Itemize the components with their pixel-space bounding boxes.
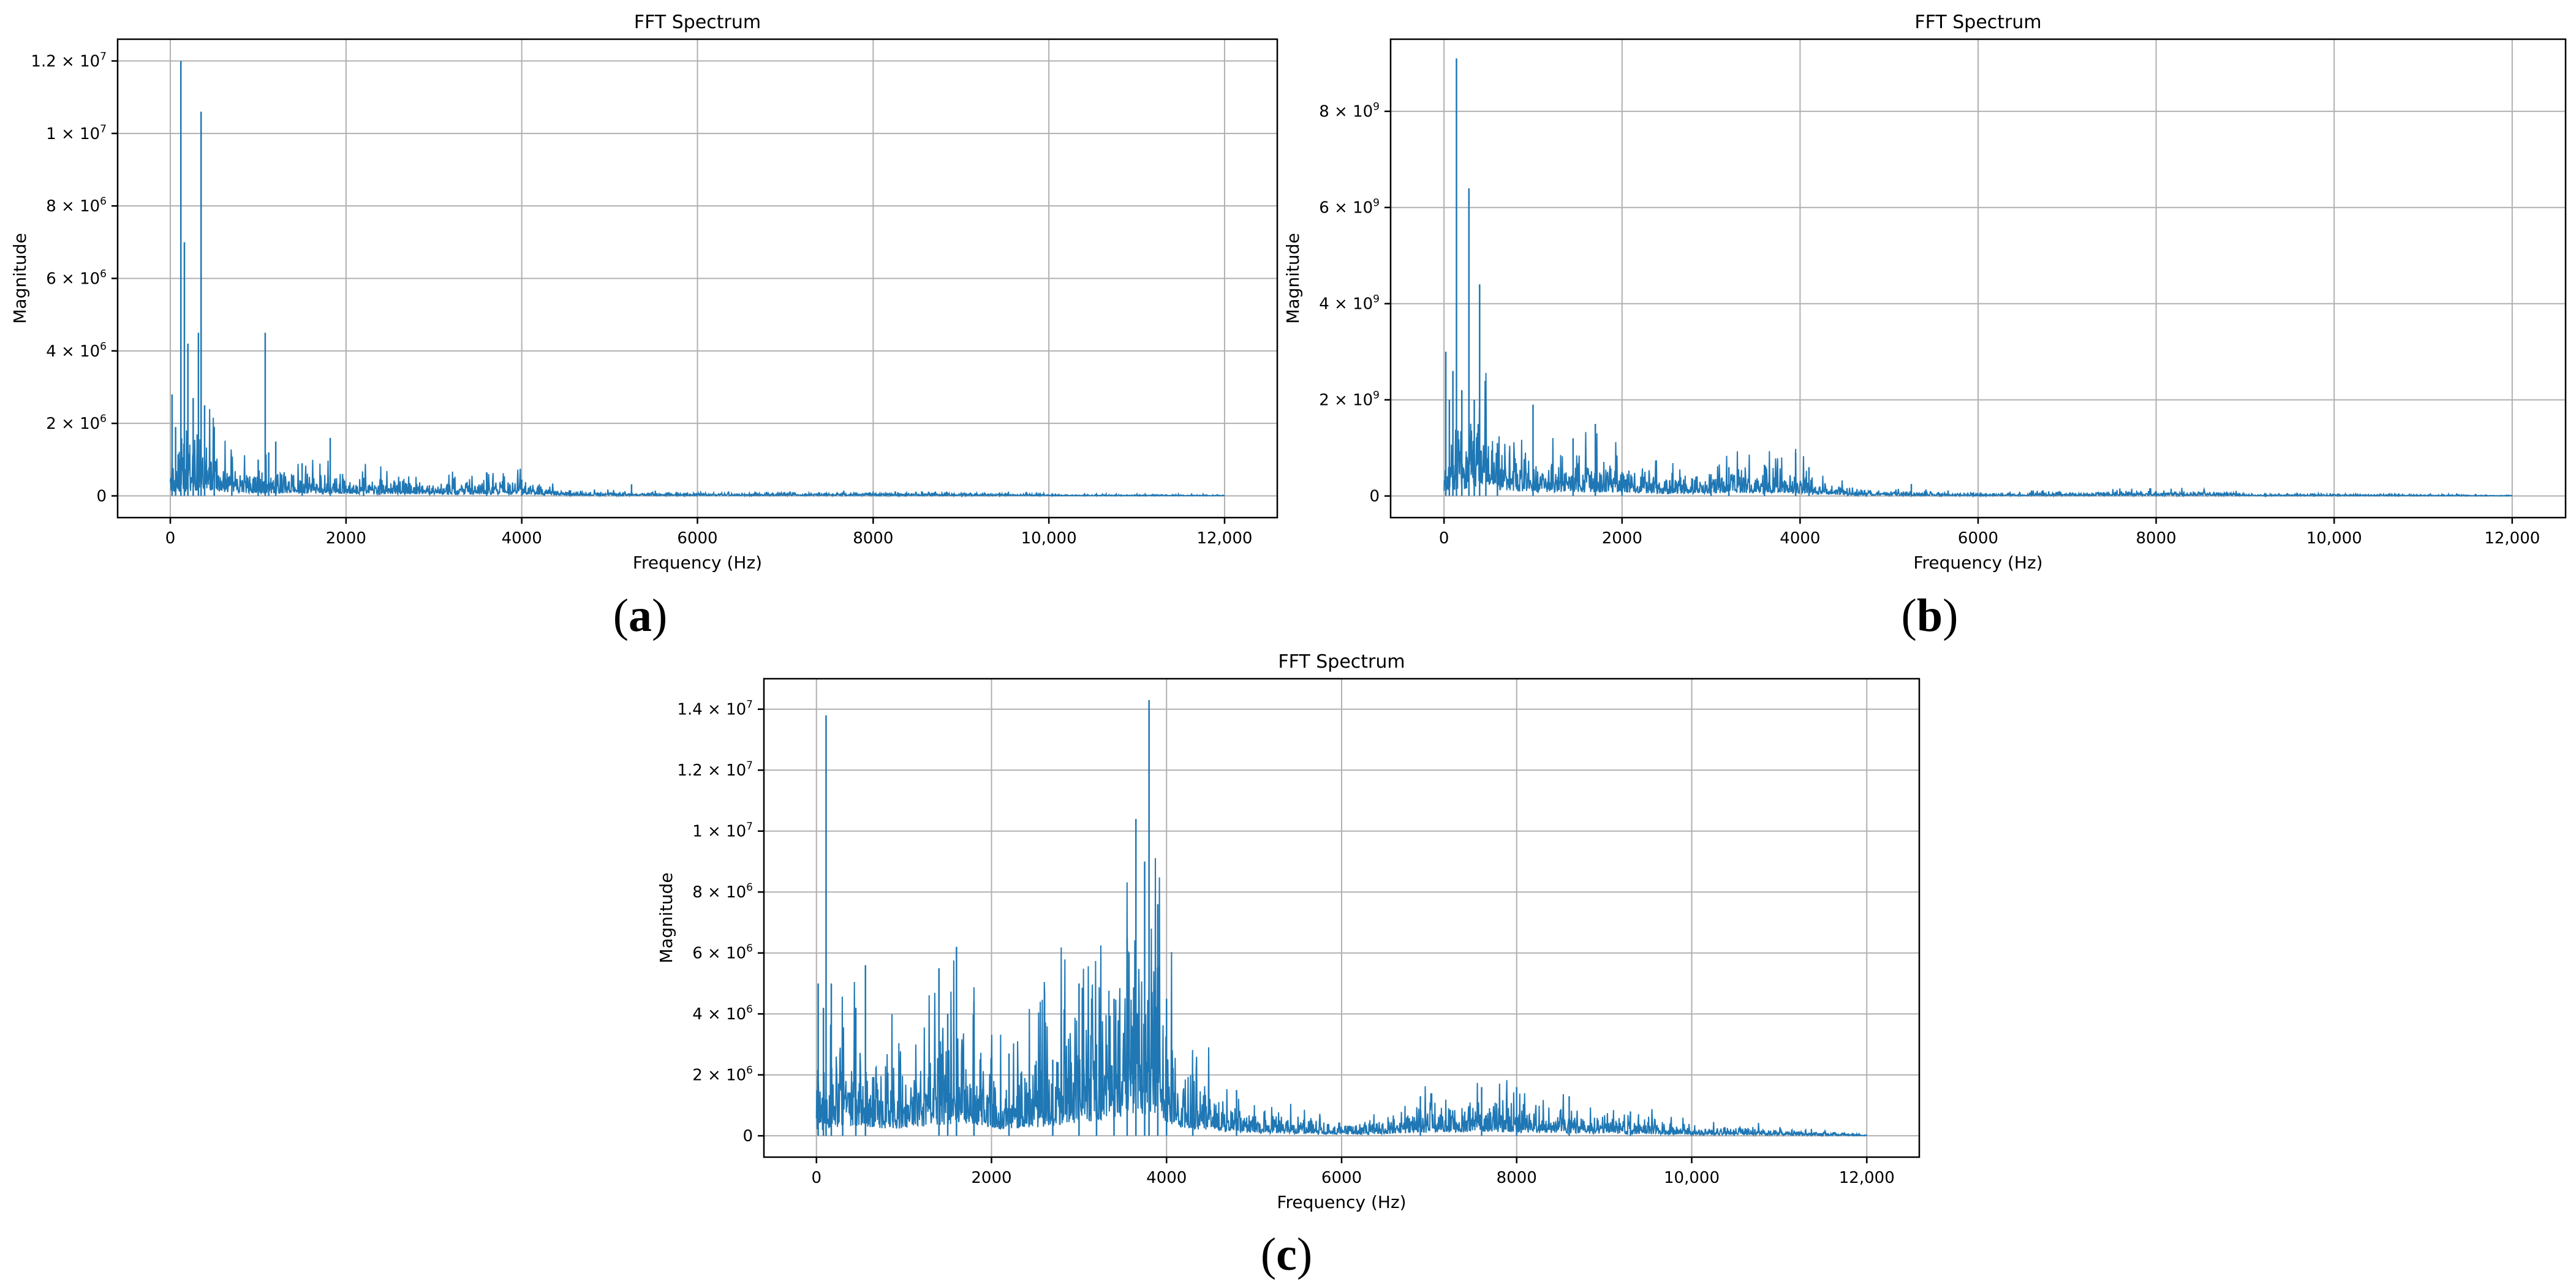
x-axis-label: Frequency (Hz) [1913,553,2042,573]
chart-panel-a: 0 2000 4000 6000 8000 10,000 12,000 0 2 × 106 4 ×… [10,12,1279,641]
x-tick-label: 12,000 [1839,1169,1895,1187]
x-tick-label: 4000 [1146,1169,1187,1187]
y-tick-label: 0 [96,488,107,506]
x-tick-label: 2000 [326,529,366,548]
x-tick-label: 4000 [1780,529,1820,548]
x-tick-label: 10,000 [1021,529,1077,548]
y-tick-label: 1.2 × 107 [31,51,107,71]
chart-title: FFT Spectrum [1914,12,2041,33]
panel-caption: (b) [1902,590,1958,641]
x-tick-label: 0 [1439,529,1449,548]
x-tick-label: 6000 [1958,529,1998,548]
y-tick-label: 0 [742,1127,753,1145]
x-tick-label: 12,000 [2484,529,2540,548]
y-tick-label: 0 [1369,488,1380,506]
y-tick-label: 2 × 106 [692,1065,753,1085]
chart-title: FFT Spectrum [1278,651,1405,673]
y-tick-label: 6 × 106 [46,268,107,289]
y-tick-label: 2 × 106 [46,413,107,433]
y-tick-label: 1.2 × 107 [677,760,753,780]
x-tick-label: 10,000 [2306,529,2362,548]
x-tick-label: 8000 [1497,1169,1537,1187]
y-axis-label: Magnitude [10,233,30,323]
x-tick-label: 2000 [971,1169,1011,1187]
y-tick-label: 1 × 107 [46,123,107,143]
y-axis-label: Magnitude [656,872,676,963]
y-tick-label: 4 × 106 [692,1003,753,1024]
x-axis-label: Frequency (Hz) [633,553,762,573]
y-axis-label: Magnitude [1283,233,1303,323]
panel-caption: (c) [1261,1229,1312,1280]
x-tick-label: 4000 [502,529,542,548]
y-tick-label: 2 × 109 [1319,390,1380,410]
y-tick-label: 1 × 107 [692,821,753,841]
y-tick-label: 1.4 × 107 [677,699,753,719]
x-tick-label: 0 [165,529,176,548]
chart-title: FFT Spectrum [634,12,761,33]
y-tick-label: 8 × 109 [1319,101,1380,121]
y-tick-label: 4 × 109 [1319,293,1380,314]
x-tick-label: 2000 [1602,529,1642,548]
y-tick-label: 8 × 106 [692,881,753,902]
y-tick-label: 4 × 106 [46,341,107,361]
x-tick-label: 12,000 [1196,529,1252,548]
x-axis-label: Frequency (Hz) [1277,1192,1406,1212]
x-tick-label: 6000 [677,529,717,548]
x-tick-label: 6000 [1321,1169,1362,1187]
x-tick-label: 0 [811,1169,822,1187]
spectrum-series-line [815,858,1868,1138]
y-tick-label: 6 × 109 [1319,197,1380,217]
y-tick-label: 8 × 106 [46,195,107,216]
x-tick-label: 10,000 [1664,1169,1720,1187]
x-tick-label: 8000 [2136,529,2177,548]
x-tick-label: 8000 [853,529,893,548]
chart-panel-b: 0 2000 4000 6000 8000 10,000 12,000 0 2 × 109 4 ×… [1283,12,2567,641]
panel-caption: (a) [613,590,668,641]
chart-panel-c: 0 2000 4000 6000 8000 10,000 12,000 0 2 × 106 4 ×… [656,651,1921,1280]
y-tick-label: 6 × 106 [692,943,753,963]
spectrum-series-line [170,409,1225,498]
